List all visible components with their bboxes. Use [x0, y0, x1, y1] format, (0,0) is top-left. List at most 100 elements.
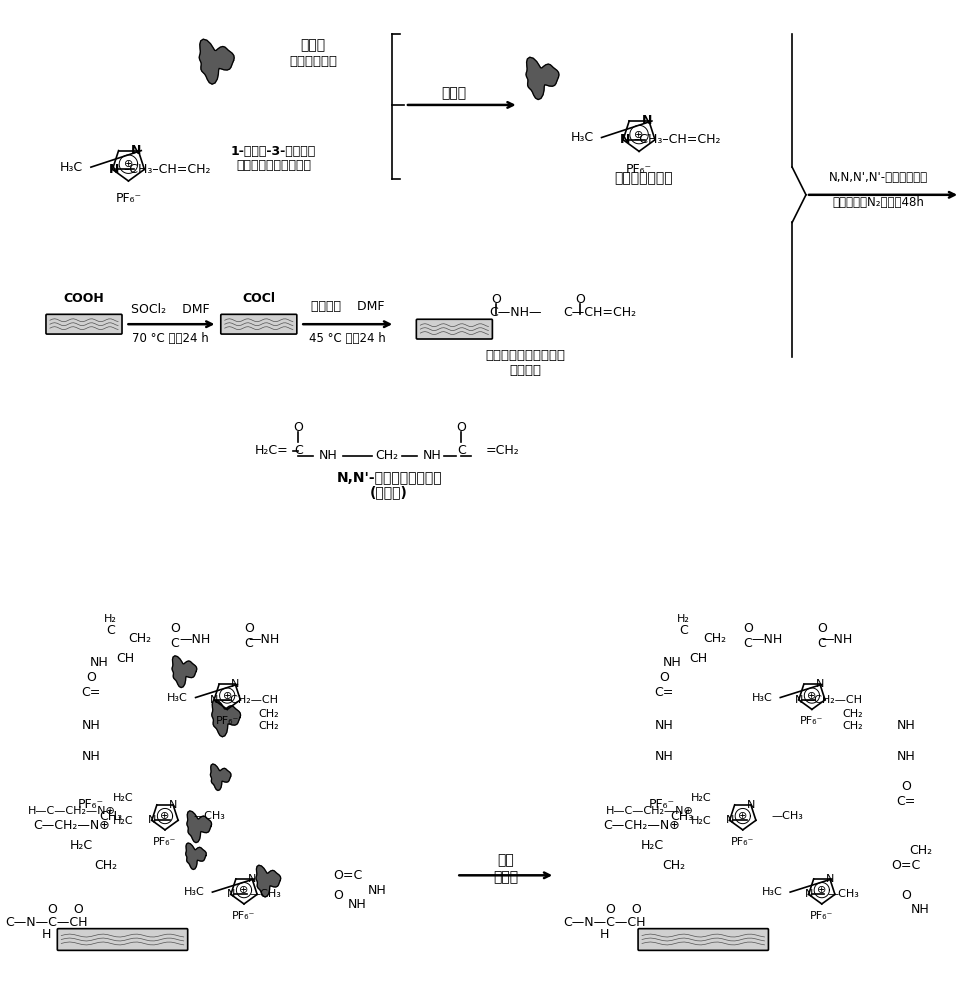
Text: 丙烯酰胺修饰碳纳米管: 丙烯酰胺修饰碳纳米管	[486, 349, 566, 362]
Text: NH: NH	[318, 449, 337, 462]
Text: NH: NH	[897, 719, 915, 732]
Text: NH: NH	[82, 719, 100, 732]
Text: N: N	[109, 163, 120, 176]
Text: H₂C: H₂C	[113, 793, 134, 803]
Text: NH: NH	[82, 750, 100, 763]
Text: PF₆⁻: PF₆⁻	[78, 798, 104, 811]
Text: C=: C=	[81, 686, 100, 699]
Text: H₂C=: H₂C=	[254, 444, 288, 457]
Text: C: C	[294, 444, 303, 457]
Text: （基质）: （基质）	[510, 364, 542, 377]
FancyBboxPatch shape	[221, 314, 297, 334]
Text: O: O	[86, 671, 95, 684]
Text: NH: NH	[897, 750, 915, 763]
Text: H₂: H₂	[677, 614, 690, 624]
Text: H—C—CH₂—N⊕: H—C—CH₂—N⊕	[605, 806, 693, 816]
Text: CH₂: CH₂	[258, 709, 279, 719]
Text: 模板单体复合物: 模板单体复合物	[615, 171, 673, 185]
Text: O: O	[456, 421, 467, 434]
Text: C—N—C—CH: C—N—C—CH	[563, 916, 646, 929]
Text: O: O	[900, 889, 911, 902]
Text: N: N	[169, 800, 177, 810]
Text: H₂C: H₂C	[113, 816, 134, 826]
FancyBboxPatch shape	[46, 314, 122, 334]
Text: C—CH₂—N⊕: C—CH₂—N⊕	[603, 819, 681, 832]
Text: N,N,N',N'-四甲基乙二胺: N,N,N',N'-四甲基乙二胺	[828, 171, 927, 184]
Text: H: H	[41, 928, 51, 941]
Polygon shape	[256, 865, 281, 897]
Text: C: C	[245, 637, 254, 650]
Text: (交联剂): (交联剂)	[370, 485, 408, 499]
Text: 45 °C 回流24 h: 45 °C 回流24 h	[309, 332, 386, 345]
Text: CH: CH	[689, 652, 708, 665]
Text: PF₆⁻: PF₆⁻	[649, 798, 675, 811]
Text: O: O	[900, 780, 911, 793]
Text: ⊕: ⊕	[239, 885, 249, 895]
Text: PF₆⁻: PF₆⁻	[810, 911, 834, 921]
Text: CH₂: CH₂	[662, 859, 685, 872]
Text: —CH₃: —CH₃	[194, 811, 226, 821]
Text: ⊕: ⊕	[160, 811, 170, 821]
Text: O: O	[333, 889, 343, 902]
Text: CH₃: CH₃	[670, 810, 693, 823]
Text: N: N	[231, 679, 239, 689]
Text: —NH: —NH	[179, 633, 210, 646]
Text: CH₂: CH₂	[909, 844, 932, 857]
Text: C: C	[679, 624, 688, 637]
Text: N: N	[620, 133, 630, 146]
Polygon shape	[186, 843, 206, 869]
Text: ⊕: ⊕	[738, 811, 747, 821]
Text: PF₆⁻: PF₆⁻	[232, 911, 255, 921]
Text: 预聚合: 预聚合	[441, 86, 466, 100]
Polygon shape	[526, 57, 559, 100]
Text: CH₂: CH₂	[129, 632, 152, 645]
Polygon shape	[200, 39, 234, 84]
Text: ⊕: ⊕	[807, 691, 817, 701]
Text: N: N	[726, 815, 734, 825]
Text: N: N	[816, 679, 824, 689]
Text: CH₂: CH₂	[94, 859, 118, 872]
Text: H—C—CH₂—N⊕: H—C—CH₂—N⊕	[28, 806, 116, 816]
Polygon shape	[212, 700, 241, 737]
Text: PF₆⁻: PF₆⁻	[626, 163, 652, 176]
Text: CH: CH	[117, 652, 135, 665]
Text: —CH₂—CH: —CH₂—CH	[804, 695, 863, 705]
Text: O: O	[817, 622, 827, 635]
Text: NH: NH	[911, 903, 930, 916]
Polygon shape	[187, 811, 211, 843]
Text: C: C	[457, 444, 466, 457]
Text: —CH₂—CH: —CH₂—CH	[219, 695, 279, 705]
Text: C: C	[106, 624, 115, 637]
Text: –CH₃–CH=CH₂: –CH₃–CH=CH₂	[123, 163, 210, 176]
Text: O: O	[244, 622, 254, 635]
Text: N: N	[210, 695, 218, 705]
Text: ⊕: ⊕	[634, 130, 644, 140]
Text: SOCl₂    DMF: SOCl₂ DMF	[130, 303, 209, 316]
Text: O=C: O=C	[891, 859, 921, 872]
Text: C—CH₂—N⊕: C—CH₂—N⊕	[33, 819, 110, 832]
Text: C—CH=CH₂: C—CH=CH₂	[563, 306, 636, 319]
Text: CH₂: CH₂	[376, 449, 399, 462]
Text: N,N'-亚甲基双丙烯酰胺: N,N'-亚甲基双丙烯酰胺	[336, 470, 442, 484]
Text: H₂C: H₂C	[691, 793, 711, 803]
Text: H₃C: H₃C	[752, 693, 772, 703]
Text: CH₂: CH₂	[843, 709, 864, 719]
Polygon shape	[210, 764, 231, 790]
Text: O    O: O O	[606, 903, 642, 916]
Text: N: N	[131, 144, 142, 157]
Text: N: N	[804, 889, 813, 899]
Text: O=C: O=C	[334, 869, 362, 882]
Text: CH₃: CH₃	[99, 810, 122, 823]
Text: COCl: COCl	[242, 292, 276, 305]
Text: CH₂: CH₂	[704, 632, 727, 645]
Text: —CH₃: —CH₃	[771, 811, 803, 821]
Text: PF₆⁻: PF₆⁻	[216, 716, 239, 726]
Text: H₃C: H₃C	[184, 887, 204, 897]
Text: C=: C=	[654, 686, 674, 699]
Text: O: O	[743, 622, 753, 635]
Text: N: N	[227, 889, 235, 899]
Text: ⊕: ⊕	[817, 885, 826, 895]
Text: C—N—C—CH: C—N—C—CH	[5, 916, 88, 929]
Text: C=: C=	[897, 795, 916, 808]
Text: NH: NH	[662, 656, 681, 669]
